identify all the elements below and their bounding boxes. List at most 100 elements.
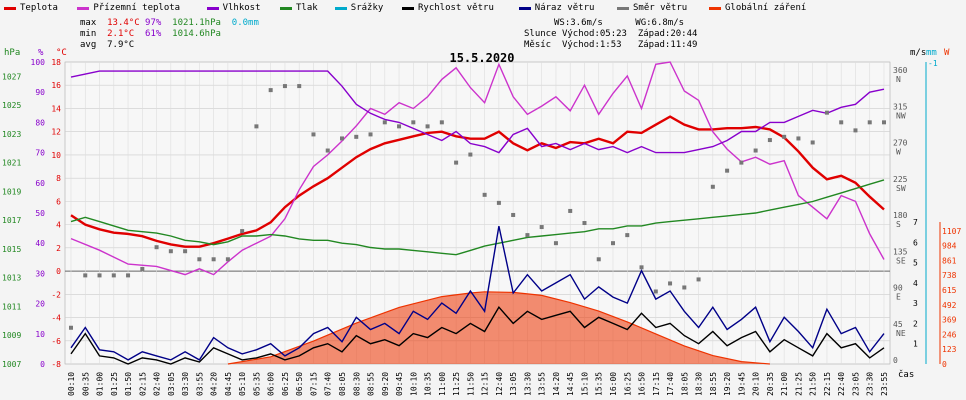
series-line xyxy=(70,225,885,361)
humidity-tick-label: 60 xyxy=(35,179,45,188)
direction-tick-label: 0 xyxy=(893,356,898,365)
speed-tick-label: 2 xyxy=(913,319,918,328)
wind-direction-point xyxy=(867,120,872,125)
x-tick-label: 11:25 xyxy=(452,372,461,396)
wind-direction-point xyxy=(311,132,316,137)
wind-direction-point xyxy=(211,257,216,262)
wind-direction-point xyxy=(154,245,159,250)
direction-tick-label: 360 xyxy=(893,66,908,75)
wind-direction-point xyxy=(710,184,715,189)
x-tick-label: 02:15 xyxy=(138,372,147,396)
humidity-tick-label: 100 xyxy=(31,58,46,67)
rain-tick-label: -1 xyxy=(928,59,938,68)
wind-stats: WS:3.6m/s WG:6.8m/s xyxy=(554,18,685,28)
wind-direction-point xyxy=(753,148,758,153)
legend-item: Rychlost větru xyxy=(402,3,494,13)
wind-direction-point xyxy=(297,84,302,89)
radiation-tick-label: 1107 xyxy=(942,227,961,236)
x-tick-label: 18:55 xyxy=(709,372,718,396)
x-tick-label: 06:00 xyxy=(267,372,276,396)
wind-direction-point xyxy=(839,120,844,125)
x-tick-label: 06:25 xyxy=(281,372,290,396)
radiation-tick-label: 615 xyxy=(942,286,957,295)
direction-compass-label: N xyxy=(896,75,901,84)
wind-direction-point xyxy=(625,233,630,238)
wind-direction-point xyxy=(354,134,359,139)
wind-direction-point xyxy=(240,229,245,234)
x-tick-label: 19:20 xyxy=(723,372,732,396)
x-tick-label: 02:40 xyxy=(153,372,162,396)
stats-min: min 2.1°C 61% 1014.6hPa xyxy=(80,29,221,39)
wind-direction-point xyxy=(568,208,573,213)
humidity-tick-label: 0 xyxy=(40,360,45,369)
temp-tick-label: -4 xyxy=(51,314,61,323)
wind-direction-point xyxy=(810,140,815,145)
unit-w: W xyxy=(944,48,950,58)
direction-tick-label: 135 xyxy=(893,247,908,256)
x-tick-label: 09:20 xyxy=(381,372,390,396)
wind-direction-point xyxy=(411,120,416,125)
x-tick-label: 10:10 xyxy=(409,372,418,396)
x-tick-label: 08:05 xyxy=(338,372,347,396)
legend-swatch xyxy=(4,6,16,10)
wind-direction-point xyxy=(126,273,131,278)
wind-direction-point xyxy=(582,221,587,226)
x-tick-label: 22:15 xyxy=(823,372,832,396)
pressure-tick-label: 1025 xyxy=(2,101,21,110)
x-tick-label: 01:25 xyxy=(110,372,119,396)
x-tick-label: 22:40 xyxy=(837,372,846,396)
pressure-tick-label: 1019 xyxy=(2,187,21,196)
legend-swatch xyxy=(518,6,531,10)
x-tick-label: 08:55 xyxy=(367,372,376,396)
x-tick-label: 04:20 xyxy=(210,372,219,396)
temp-tick-label: -8 xyxy=(51,360,61,369)
direction-compass-label: S xyxy=(896,220,901,229)
x-tick-label: 03:05 xyxy=(167,372,176,396)
pressure-tick-label: 1027 xyxy=(2,72,21,81)
pressure-tick-label: 1017 xyxy=(2,216,21,225)
wind-direction-point xyxy=(853,128,858,133)
series-line xyxy=(70,179,885,256)
legend-item: Směr větru xyxy=(617,3,687,13)
legend-label: Globální záření xyxy=(725,3,807,13)
legend-label: Náraz větru xyxy=(534,3,595,13)
wind-direction-point xyxy=(397,124,402,129)
wind-direction-point xyxy=(111,273,116,278)
x-tick-label: 18:30 xyxy=(695,372,704,396)
legend-item: Tlak xyxy=(280,3,318,13)
x-tick-label: 13:30 xyxy=(523,372,532,396)
direction-compass-label: SW xyxy=(896,184,906,193)
radiation-area xyxy=(227,291,770,365)
x-tick-label: 15:10 xyxy=(580,372,589,396)
wind-direction-point xyxy=(282,84,287,89)
x-tick-label: 01:50 xyxy=(124,372,133,396)
wind-direction-point xyxy=(268,88,273,93)
legend-swatch xyxy=(280,6,292,10)
wind-direction-point xyxy=(796,136,801,141)
legend-item: Vlhkost xyxy=(206,3,261,13)
wind-direction-point xyxy=(439,120,444,125)
speed-tick-label: 3 xyxy=(913,299,918,308)
legend-label: Teplota xyxy=(20,3,58,13)
x-tick-label: 21:00 xyxy=(780,372,789,396)
x-tick-label: 15:35 xyxy=(595,372,604,396)
x-tick-label: 09:45 xyxy=(395,372,404,396)
temp-tick-label: 2 xyxy=(56,244,61,253)
temp-tick-label: 10 xyxy=(51,151,61,160)
wind-direction-point xyxy=(69,325,73,330)
y-axes: -8-6-4-202468101214161801020304050607080… xyxy=(2,58,961,369)
humidity-tick-label: 30 xyxy=(35,269,45,278)
pressure-tick-label: 1021 xyxy=(2,159,21,168)
wind-direction-point xyxy=(97,273,102,278)
wind-direction-point xyxy=(340,136,344,141)
unit-degc: °C xyxy=(56,48,67,58)
x-tick-label: 16:50 xyxy=(638,372,647,396)
x-tick-label: 16:00 xyxy=(609,372,618,396)
legend-label: Rychlost větru xyxy=(418,3,494,13)
unit-mm: mm xyxy=(926,48,937,58)
wind-direction-point xyxy=(382,120,387,125)
unit-ms: m/s xyxy=(910,48,927,58)
wind-direction-point xyxy=(454,160,459,165)
wind-direction-point xyxy=(496,200,501,205)
